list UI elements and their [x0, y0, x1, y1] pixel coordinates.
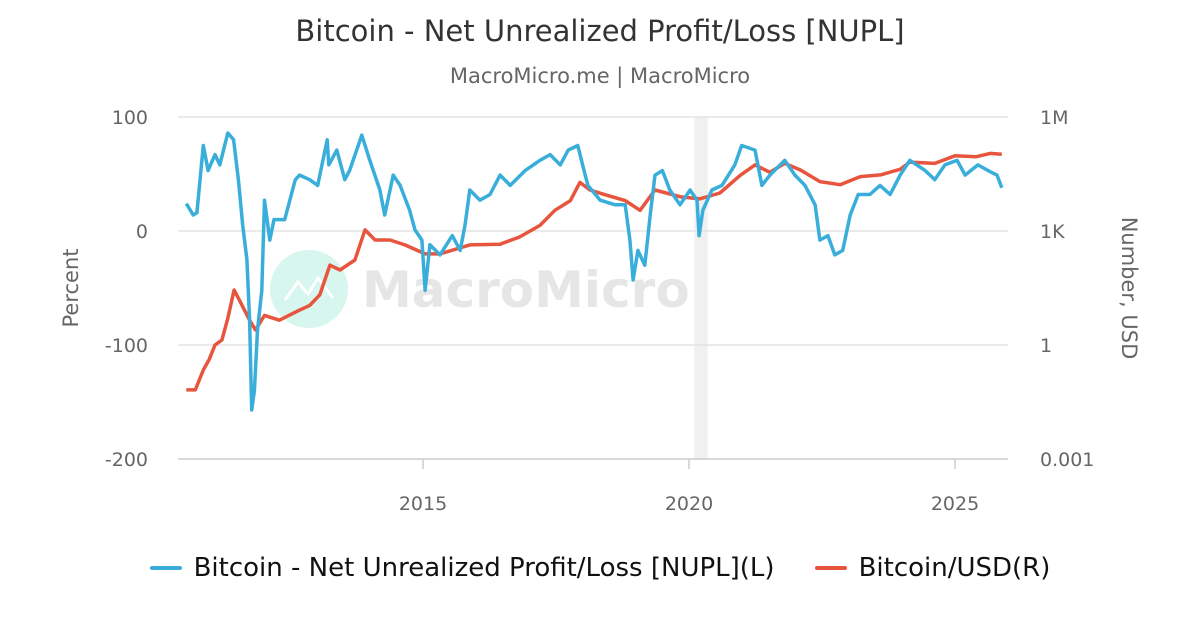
- legend-item-nupl[interactable]: Bitcoin - Net Unrealized Profit/Loss [NU…: [149, 553, 775, 583]
- x-tick-label: 2015: [399, 493, 447, 515]
- y-right-tick-label: 1M: [1040, 107, 1068, 129]
- y-left-tick-label: 0: [136, 221, 148, 243]
- legend: Bitcoin - Net Unrealized Profit/Loss [NU…: [0, 553, 1200, 583]
- chart-subtitle: MacroMicro.me | MacroMicro: [449, 64, 751, 88]
- chart-title: Bitcoin - Net Unrealized Profit/Loss [NU…: [295, 14, 905, 48]
- y-left-tick-label: -100: [105, 335, 148, 357]
- x-tick-label: 2020: [665, 493, 713, 515]
- y-left-tick-label: 100: [112, 107, 148, 129]
- y-left-tick-label: -200: [105, 449, 148, 471]
- legend-label-nupl: Bitcoin - Net Unrealized Profit/Loss [NU…: [193, 553, 775, 583]
- legend-swatch-btcusd: [814, 566, 847, 570]
- y-left-label: Percent: [59, 248, 83, 327]
- y-right-tick-label: 1K: [1040, 221, 1065, 243]
- y-right-label: Number, USD: [1117, 217, 1141, 360]
- series-line-nupl: [184, 131, 1004, 412]
- x-tick-label: 2025: [931, 493, 979, 515]
- watermark-text: MacroMicro: [362, 261, 690, 319]
- legend-item-btcusd[interactable]: Bitcoin/USD(R): [814, 553, 1051, 583]
- watermark-logo: MacroMicro: [270, 250, 690, 328]
- y-right-tick-label: 0.001: [1040, 449, 1094, 471]
- y-right-tick-label: 1: [1040, 335, 1052, 357]
- shaded-band: [694, 117, 708, 459]
- legend-swatch-nupl: [149, 566, 182, 570]
- legend-label-btcusd: Bitcoin/USD(R): [858, 553, 1051, 583]
